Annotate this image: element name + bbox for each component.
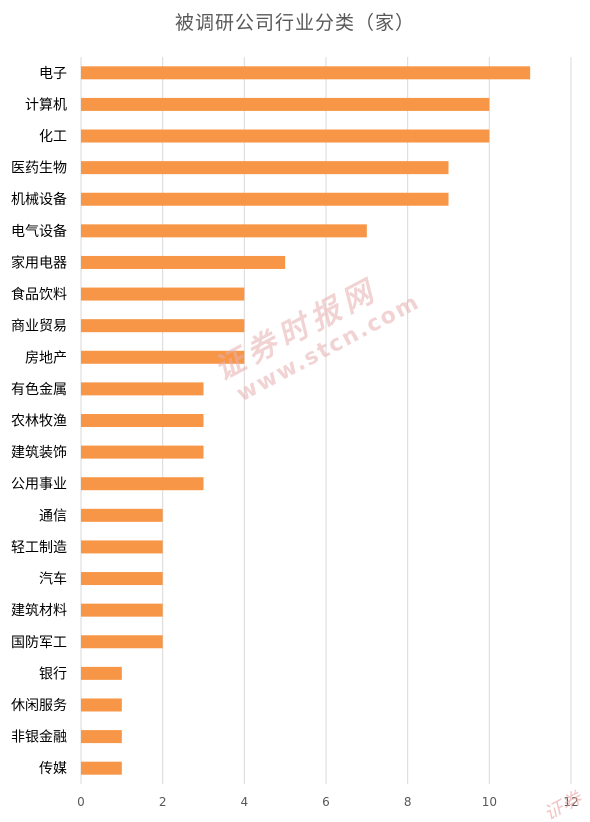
x-tick-label: 8 bbox=[404, 795, 412, 809]
category-label: 电子 bbox=[39, 66, 67, 82]
category-label: 房地产 bbox=[25, 350, 67, 366]
category-label: 医药生物 bbox=[11, 161, 67, 177]
bar-5 bbox=[81, 224, 367, 238]
category-label: 商业贸易 bbox=[11, 319, 67, 335]
category-label: 建筑材料 bbox=[11, 603, 67, 619]
bar-10 bbox=[81, 382, 204, 396]
category-label: 化工 bbox=[39, 129, 67, 145]
category-label: 轻工制造 bbox=[11, 540, 67, 556]
bar-12 bbox=[81, 445, 204, 459]
category-label: 机械设备 bbox=[11, 191, 67, 208]
category-labels: 电子计算机化工医药生物机械设备电气设备家用电器食品饮料商业贸易房地产有色金属农林… bbox=[11, 66, 67, 777]
bar-19 bbox=[81, 666, 122, 680]
x-tick-label: 2 bbox=[159, 795, 167, 809]
category-label: 传媒 bbox=[39, 761, 67, 777]
bar-14 bbox=[81, 508, 163, 522]
category-label: 银行 bbox=[39, 666, 67, 682]
bar-0 bbox=[81, 66, 531, 80]
category-label: 通信 bbox=[39, 508, 67, 524]
category-label: 休闲服务 bbox=[11, 698, 67, 714]
bar-18 bbox=[81, 635, 163, 649]
bar-3 bbox=[81, 161, 449, 175]
bar-16 bbox=[81, 572, 163, 586]
category-label: 非银金融 bbox=[11, 730, 67, 746]
bar-7 bbox=[81, 287, 245, 301]
x-tick-label: 0 bbox=[77, 795, 85, 809]
bar-21 bbox=[81, 730, 122, 744]
category-label: 农林牧渔 bbox=[11, 414, 67, 430]
category-label: 汽车 bbox=[39, 571, 67, 588]
category-label: 计算机 bbox=[25, 97, 67, 113]
category-label: 公用事业 bbox=[11, 477, 67, 493]
bar-17 bbox=[81, 603, 163, 617]
bar-2 bbox=[81, 129, 490, 143]
bar-13 bbox=[81, 477, 204, 491]
category-label: 食品饮料 bbox=[11, 286, 67, 303]
bar-8 bbox=[81, 319, 245, 333]
bar-20 bbox=[81, 698, 122, 712]
bar-1 bbox=[81, 97, 490, 111]
x-tick-label: 10 bbox=[482, 795, 497, 809]
bar-22 bbox=[81, 761, 122, 775]
category-label: 电气设备 bbox=[11, 223, 67, 240]
bar-6 bbox=[81, 255, 286, 269]
category-label: 建筑装饰 bbox=[11, 445, 67, 461]
x-tick-labels: 0 2 4 6 8 10 12 bbox=[77, 795, 578, 809]
x-tick-label: 4 bbox=[241, 795, 249, 809]
bar-11 bbox=[81, 414, 204, 427]
category-label: 家用电器 bbox=[11, 254, 67, 271]
x-tick-label: 12 bbox=[563, 795, 578, 809]
chart-title: 被调研公司行业分类（家） bbox=[174, 12, 415, 34]
bars bbox=[81, 66, 531, 775]
category-label: 国防军工 bbox=[11, 635, 67, 651]
category-label: 有色金属 bbox=[11, 381, 67, 398]
x-tick-label: 6 bbox=[322, 795, 330, 809]
bar-4 bbox=[81, 192, 449, 206]
bar-9 bbox=[81, 350, 245, 364]
bar-15 bbox=[81, 540, 163, 554]
